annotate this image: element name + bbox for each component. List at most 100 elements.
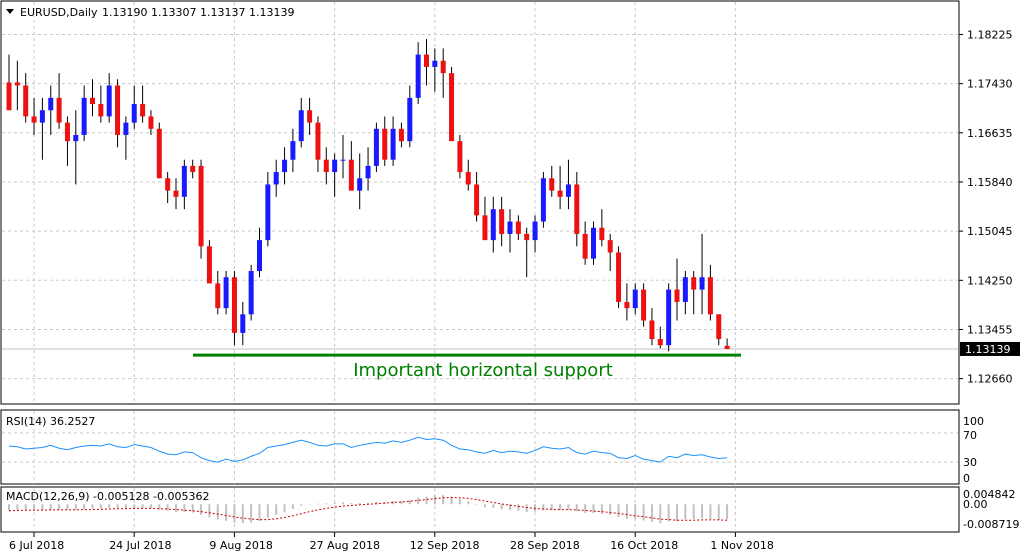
macd-histogram-bar <box>600 504 603 515</box>
macd-histogram-bar <box>275 504 278 515</box>
macd-histogram-bar <box>567 504 570 510</box>
macd-histogram-bar <box>525 504 528 512</box>
candle-body <box>632 289 638 309</box>
candle-body <box>290 141 296 160</box>
rsi-tick-70: 70 <box>963 429 977 442</box>
candle-body <box>240 314 246 333</box>
candle-body <box>465 172 471 185</box>
candle-body <box>56 97 62 123</box>
macd-histogram-bar <box>408 499 411 505</box>
macd-histogram-bar <box>417 497 420 505</box>
macd-histogram-bar <box>450 496 453 505</box>
candle-body <box>323 159 329 173</box>
axis-labels: 1.18225 1.17430 1.16635 1.15840 1.15045 1.142… <box>9 28 1013 552</box>
candle-body <box>707 277 713 315</box>
macd-histogram-bar <box>283 504 286 513</box>
macd-histogram-bar <box>99 504 102 509</box>
candle-body <box>549 178 555 191</box>
y-tick-label: 1.15840 <box>967 176 1013 189</box>
candle-body <box>449 73 455 142</box>
candle-body <box>315 122 321 160</box>
candle-body <box>348 159 354 191</box>
candle-body <box>181 165 187 197</box>
candle-body <box>231 277 237 333</box>
candle-body <box>365 165 371 179</box>
macd-histogram-bar <box>467 501 470 505</box>
macd-histogram-bar <box>149 504 152 509</box>
candle-body <box>515 221 521 234</box>
macd-histogram-bar <box>342 502 344 505</box>
candle-body <box>657 339 663 346</box>
macd-tick-zero: 0.00 <box>963 498 988 511</box>
candle-body <box>607 240 613 253</box>
candle-body <box>332 159 338 173</box>
macd-histogram-bar <box>183 504 186 513</box>
candle-body <box>48 97 54 111</box>
candle-body <box>699 277 705 290</box>
candle-body <box>724 345 730 349</box>
macd-histogram-bar <box>483 504 486 508</box>
main-panel <box>0 0 960 405</box>
candle-body <box>624 301 630 309</box>
y-tick-label: 1.15045 <box>967 225 1013 238</box>
rsi-line <box>8 436 728 463</box>
candle-body <box>215 283 221 309</box>
candle-body <box>123 122 129 135</box>
x-tick-label: 16 Oct 2018 <box>610 539 678 552</box>
macd-histogram-bar <box>659 504 662 524</box>
candle-body <box>390 128 396 160</box>
candle-body <box>340 159 346 161</box>
symbol-label: EURUSD,Daily <box>20 6 98 19</box>
macd-histogram-bar <box>500 504 503 510</box>
macd-histogram-bar <box>241 504 244 524</box>
candle-body <box>524 233 530 241</box>
candle-body <box>398 128 404 142</box>
candle-body <box>357 178 363 191</box>
candle-body <box>574 184 580 234</box>
macd-histogram-bar <box>475 504 478 505</box>
candle-body <box>716 314 722 340</box>
candle-body <box>691 277 697 290</box>
macd-tick-min: -0.008719 <box>963 518 1019 531</box>
macd-histogram-bar <box>425 496 428 505</box>
macd-histogram-bar <box>66 504 69 510</box>
macd-histogram-bar <box>433 495 436 505</box>
macd-histogram-bar <box>200 504 203 515</box>
x-tick-label: 24 Jul 2018 <box>109 539 171 552</box>
candle-body <box>39 110 45 123</box>
macd-histogram-bar <box>74 504 77 510</box>
macd-plot <box>8 495 729 524</box>
candle-body <box>557 190 563 197</box>
macd-histogram-bar <box>634 504 637 520</box>
candle-body <box>73 134 79 142</box>
chevron-down-icon[interactable] <box>6 9 14 14</box>
macd-histogram-bar <box>717 504 720 521</box>
macd-histogram-bar <box>667 504 670 522</box>
candle-body <box>173 190 179 197</box>
y-tick-label: 1.16635 <box>967 127 1013 140</box>
candle-body <box>582 233 588 259</box>
rsi-plot <box>2 432 958 463</box>
candle-body <box>373 128 379 166</box>
macd-histogram-bar <box>609 504 612 515</box>
macd-histogram-bar <box>492 504 495 508</box>
macd-histogram-bar <box>175 504 177 512</box>
candle-body <box>257 240 262 272</box>
x-tick-label: 1 Nov 2018 <box>710 539 773 552</box>
candle-body <box>674 289 680 302</box>
candle-body <box>649 320 655 340</box>
rsi-panel <box>0 409 960 485</box>
y-tick-label: 1.17430 <box>967 78 1013 91</box>
y-tick-label: 1.14250 <box>967 274 1013 287</box>
macd-histogram-bar <box>701 504 704 519</box>
candle-body <box>23 85 29 117</box>
candle-body <box>131 104 137 123</box>
candle-body <box>415 54 421 98</box>
candle-body <box>273 172 279 185</box>
current-price-tag <box>960 341 1020 356</box>
x-tick-label: 9 Aug 2018 <box>209 539 272 552</box>
candle-body <box>81 97 87 135</box>
macd-histogram-bar <box>333 503 336 505</box>
